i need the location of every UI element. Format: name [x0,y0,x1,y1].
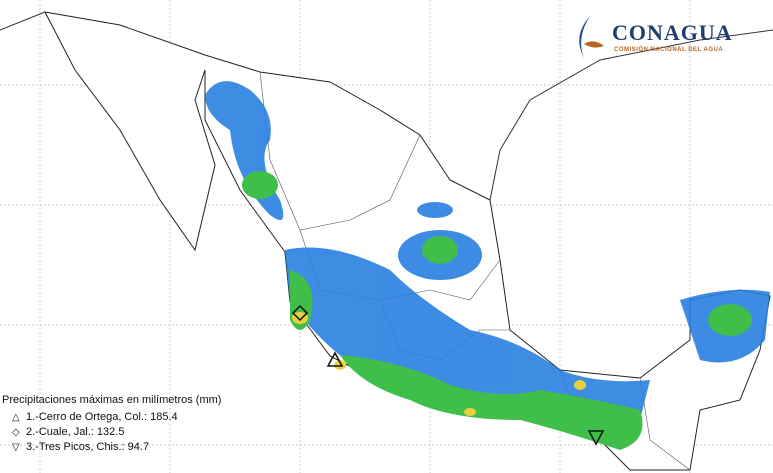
usa-border [0,11,773,201]
legend-item: ◇ 2.-Cuale, Jal.: 132.5 [12,426,125,438]
station-marker-1 [326,351,344,367]
rain-green [242,171,752,450]
logo-name: CONAGUA [612,20,733,45]
station-marker-3 [587,430,605,446]
logo: CONAGUA COMISIÓN NACIONAL DEL AGUA [570,14,760,64]
legend-item: ▽ 3.-Tres Picos, Chis.: 94.7 [12,441,150,453]
legend: Precipitaciones máximas en milímetros (m… [2,393,221,455]
legend-text: 3.-Tres Picos, Chis.: 94.7 [26,441,150,453]
legend-text: 2.-Cuale, Jal.: 132.5 [26,426,125,438]
legend-title: Precipitaciones máximas en milímetros (m… [2,394,222,406]
station-marker-2 [291,304,309,322]
logo-icon [579,16,604,58]
legend-text: 1.-Cerro de Ortega, Col.: 185.4 [26,411,178,423]
legend-item: △ 1.-Cerro de Ortega, Col.: 185.4 [12,411,178,423]
logo-subtitle: COMISIÓN NACIONAL DEL AGUA [614,47,724,53]
